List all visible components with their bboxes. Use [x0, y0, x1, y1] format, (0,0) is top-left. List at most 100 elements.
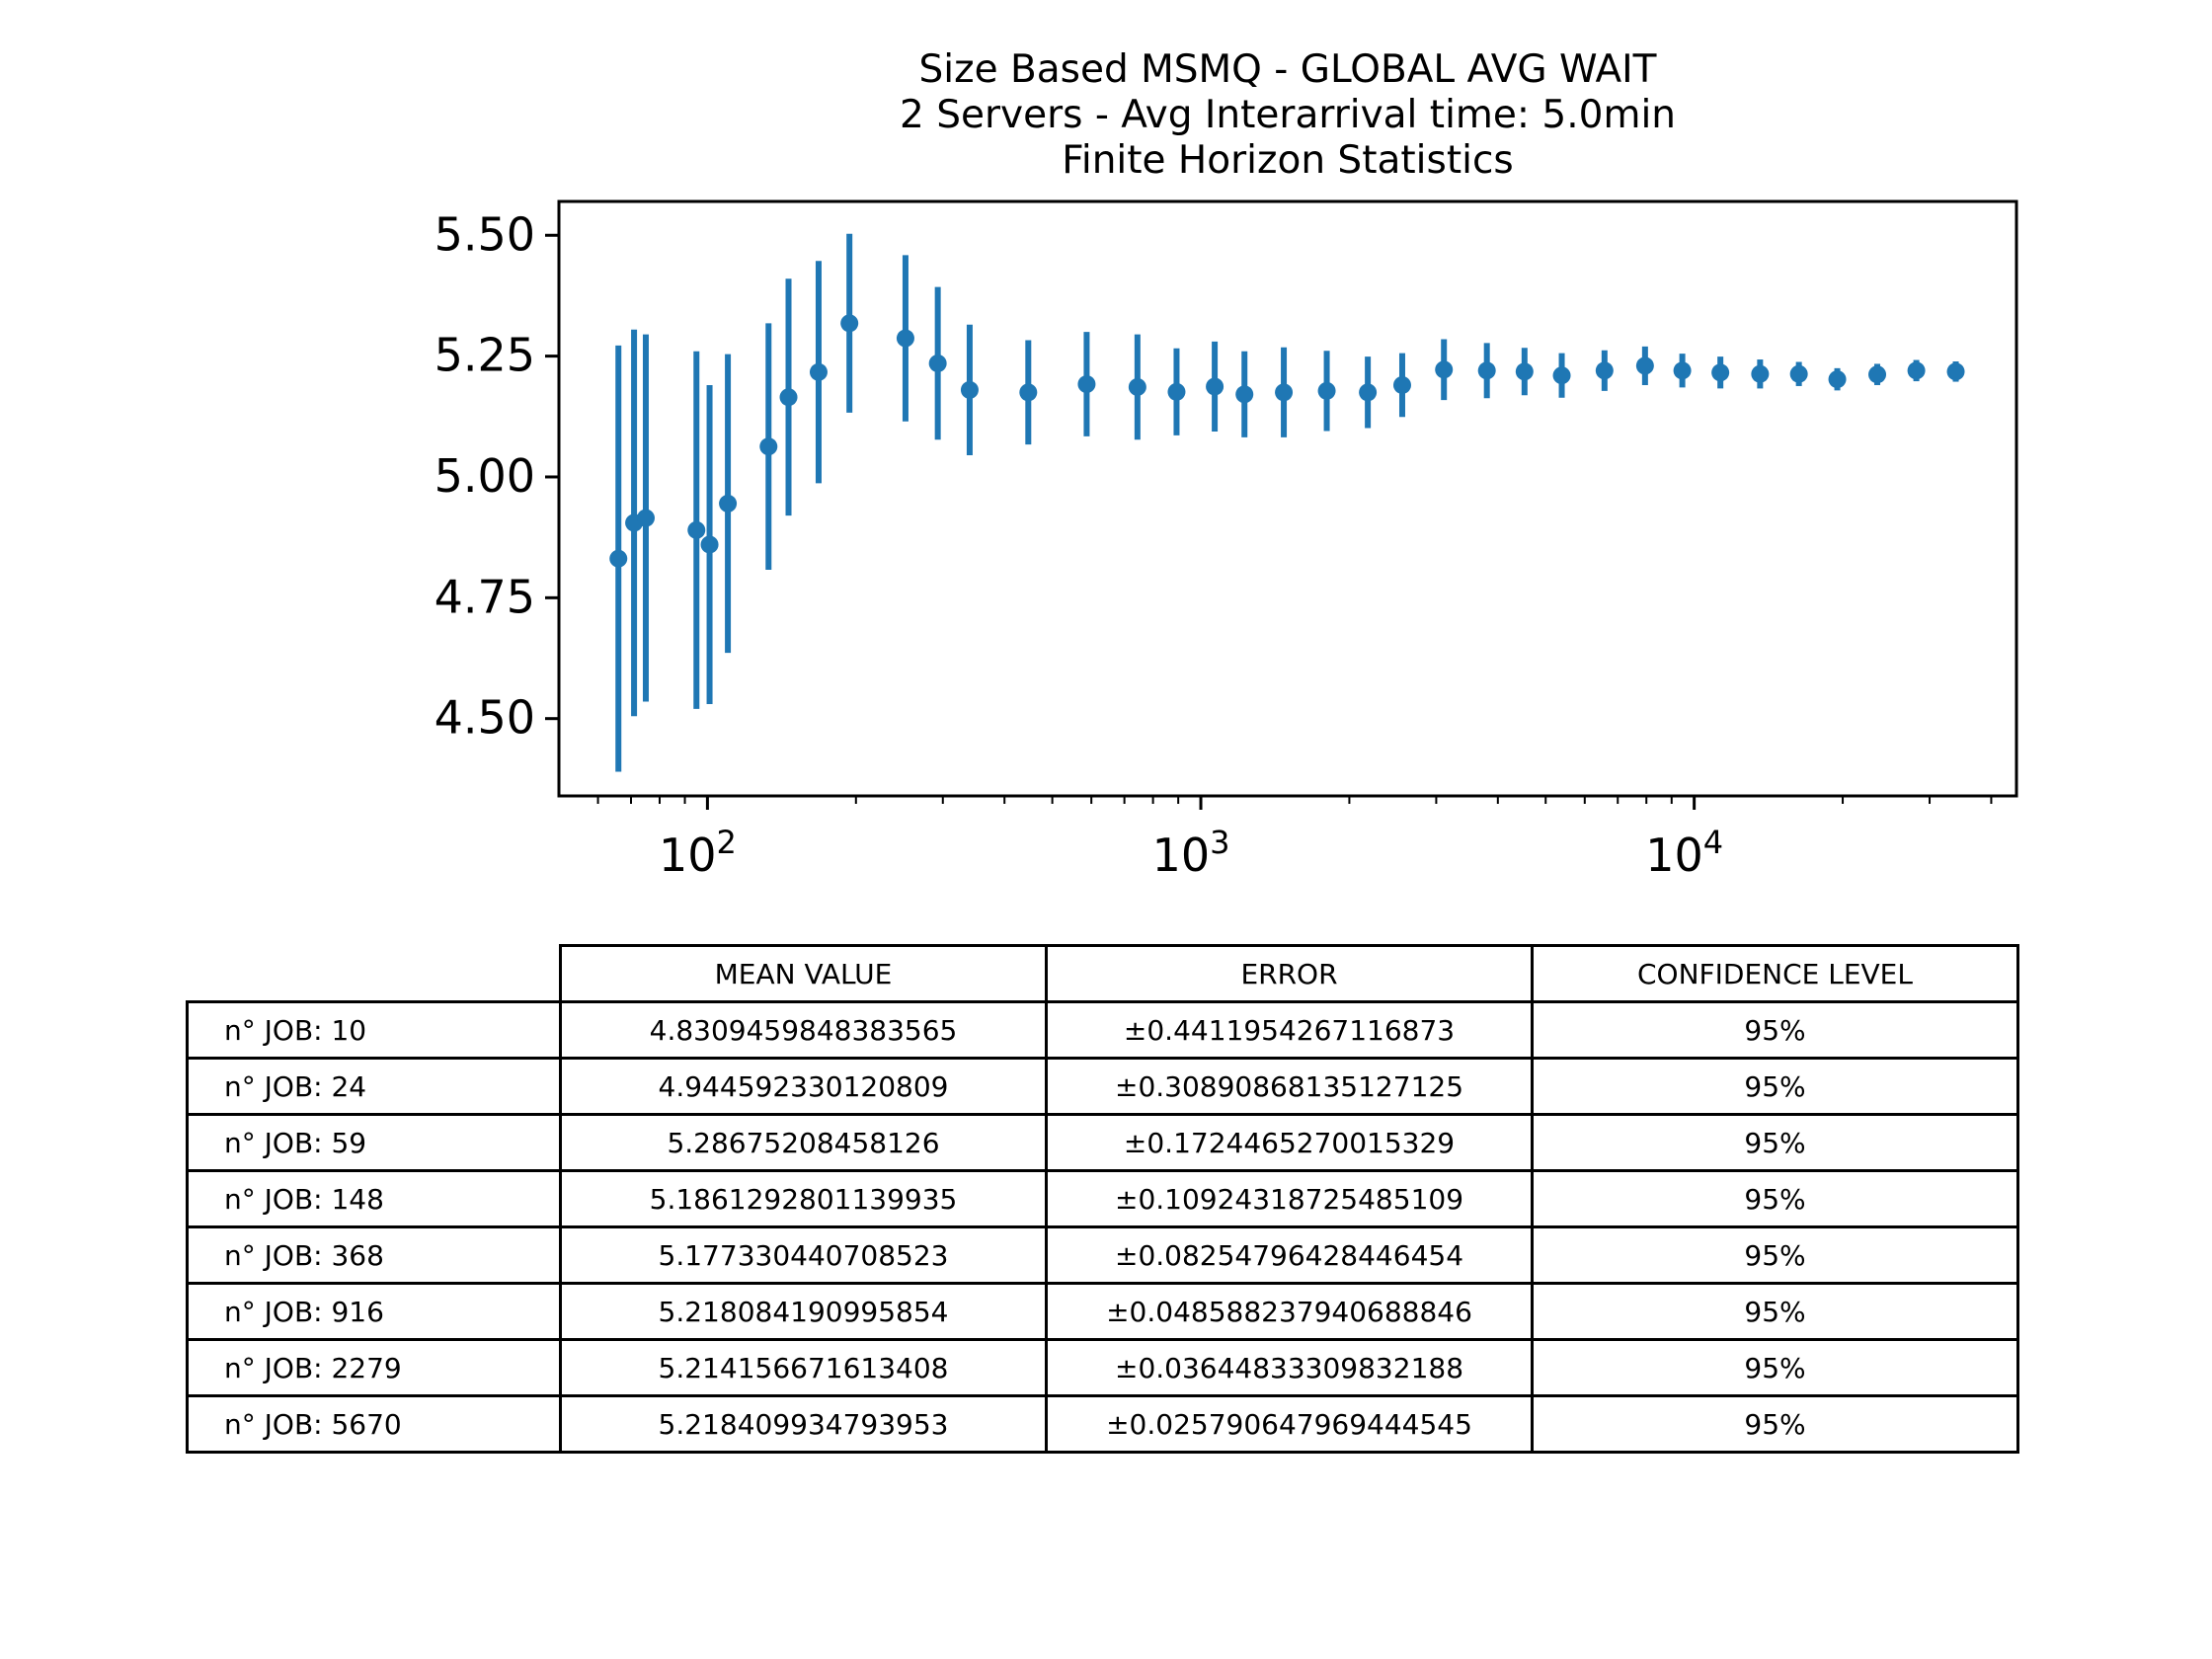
- data-point: [1128, 377, 1146, 396]
- chart-title-line: Size Based MSMQ - GLOBAL AVG WAIT: [918, 47, 1657, 92]
- column-header-error: ERROR: [1045, 944, 1534, 1003]
- data-point: [1515, 362, 1534, 381]
- y-tick-label: 5.25: [434, 329, 535, 382]
- x-tick-label-exponent: 4: [1703, 824, 1723, 861]
- data-point: [1435, 360, 1454, 379]
- confidence-cell: 95%: [1531, 1113, 2019, 1172]
- confidence-cell: 95%: [1531, 1169, 2019, 1228]
- table-row: n° JOB: 2279 5.214156671613408 ±0.03644833…: [186, 1338, 2019, 1397]
- data-point: [1751, 364, 1770, 383]
- data-point: [1235, 385, 1254, 404]
- data-point: [1907, 361, 1926, 380]
- y-tick-label: 4.75: [434, 570, 535, 623]
- confidence-cell: 95%: [1531, 1394, 2019, 1454]
- error-cell: ±0.08254796428446454: [1045, 1225, 1534, 1285]
- x-tick-label-base: 10: [659, 829, 717, 882]
- data-point: [1359, 383, 1378, 402]
- data-point: [700, 535, 719, 554]
- mean-cell: 5.218409934793953: [559, 1394, 1048, 1454]
- x-tick-label-base: 10: [1152, 829, 1211, 882]
- data-point: [1392, 375, 1411, 394]
- table-row: n° JOB: 59 5.28675208458126 ±0.17244652700…: [186, 1113, 2019, 1172]
- data-point: [928, 354, 947, 372]
- data-point: [1595, 361, 1614, 380]
- table-row: n° JOB: 148 5.1861292801139935 ±0.10924318…: [186, 1169, 2019, 1228]
- column-header-confidence: CONFIDENCE LEVEL: [1531, 944, 2019, 1003]
- error-cell: ±0.10924318725485109: [1045, 1169, 1534, 1228]
- data-point: [1552, 366, 1571, 385]
- table-row: n° JOB: 10 4.8309459848383565 ±0.441195426…: [186, 1000, 2019, 1060]
- data-point: [1167, 382, 1186, 401]
- error-cell: ±0.03644833309832188: [1045, 1338, 1534, 1397]
- error-cell: ±0.4411954267116873: [1045, 1000, 1534, 1060]
- data-marks: [609, 233, 1965, 772]
- x-tick-label: 104: [1645, 824, 1723, 882]
- data-point: [809, 362, 828, 381]
- data-point: [1317, 381, 1336, 400]
- error-cell: ±0.1724465270015329: [1045, 1113, 1534, 1172]
- table-row: n° JOB: 5670 5.218409934793953 ±0.02579064…: [186, 1394, 2019, 1454]
- table-row: n° JOB: 368 5.177330440708523 ±0.082547964…: [186, 1225, 2019, 1285]
- data-point: [1711, 363, 1730, 382]
- row-label-cell: n° JOB: 59: [186, 1113, 562, 1172]
- error-cell: ±0.025790647969444545: [1045, 1394, 1534, 1454]
- mean-cell: 4.944592330120809: [559, 1057, 1048, 1116]
- x-tick-label: 103: [1152, 824, 1230, 882]
- x-tick-label-exponent: 3: [1210, 824, 1229, 861]
- confidence-cell: 95%: [1531, 1338, 2019, 1397]
- x-tick-label-exponent: 2: [716, 824, 736, 861]
- error-cell: ±0.048588237940688846: [1045, 1282, 1534, 1341]
- data-point: [1789, 364, 1808, 383]
- mean-cell: 5.28675208458126: [559, 1113, 1048, 1172]
- data-point: [1635, 356, 1654, 375]
- data-point: [1477, 361, 1496, 380]
- table-header-row: MEAN VALUE ERROR CONFIDENCE LEVEL: [188, 944, 2019, 1003]
- data-point: [1077, 375, 1096, 394]
- y-tick-label: 5.50: [434, 207, 535, 261]
- corner-cell: [188, 946, 561, 1002]
- chart-title-line: 2 Servers - Avg Interarrival time: 5.0mi…: [900, 93, 1676, 137]
- confidence-cell: 95%: [1531, 1282, 2019, 1341]
- data-point: [840, 314, 859, 333]
- row-label-cell: n° JOB: 916: [186, 1282, 562, 1341]
- data-point: [1946, 362, 1965, 381]
- plot-frame: [557, 199, 2018, 798]
- row-label-cell: n° JOB: 148: [186, 1169, 562, 1228]
- data-point: [1275, 383, 1294, 402]
- mean-cell: 4.8309459848383565: [559, 1000, 1048, 1060]
- row-label-cell: n° JOB: 368: [186, 1225, 562, 1285]
- table-row: n° JOB: 24 4.944592330120809 ±0.3089086813…: [186, 1057, 2019, 1116]
- column-header-mean: MEAN VALUE: [559, 944, 1048, 1003]
- y-tick-label: 5.00: [434, 449, 535, 503]
- mean-cell: 5.214156671613408: [559, 1338, 1048, 1397]
- y-tick-label: 4.50: [434, 691, 535, 745]
- data-point: [687, 520, 706, 539]
- confidence-cell: 95%: [1531, 1057, 2019, 1116]
- mean-cell: 5.1861292801139935: [559, 1169, 1048, 1228]
- data-point: [1206, 377, 1224, 396]
- error-cell: ±0.30890868135127125: [1045, 1057, 1534, 1116]
- data-point: [960, 380, 979, 399]
- chart-title: Size Based MSMQ - GLOBAL AVG WAIT 2 Serv…: [559, 47, 2016, 184]
- row-label-cell: n° JOB: 2279: [186, 1338, 562, 1397]
- row-label-cell: n° JOB: 10: [186, 1000, 562, 1060]
- data-point: [896, 329, 914, 348]
- row-label-cell: n° JOB: 24: [186, 1057, 562, 1116]
- data-point: [1019, 383, 1038, 402]
- data-point: [1828, 370, 1847, 389]
- x-tick-label-base: 10: [1645, 829, 1703, 882]
- data-point: [1673, 361, 1692, 380]
- mean-cell: 5.218084190995854: [559, 1282, 1048, 1341]
- table-row: n° JOB: 916 5.218084190995854 ±0.048588237…: [186, 1282, 2019, 1341]
- data-point: [759, 437, 778, 456]
- confidence-cell: 95%: [1531, 1000, 2019, 1060]
- data-point: [719, 494, 738, 513]
- data-point: [1868, 365, 1887, 384]
- row-label-cell: n° JOB: 5670: [186, 1394, 562, 1454]
- confidence-cell: 95%: [1531, 1225, 2019, 1285]
- x-tick-label: 102: [659, 824, 737, 882]
- statistics-table: MEAN VALUE ERROR CONFIDENCE LEVEL n° JOB…: [186, 944, 2019, 1454]
- chart-title-line: Finite Horizon Statistics: [1062, 138, 1514, 183]
